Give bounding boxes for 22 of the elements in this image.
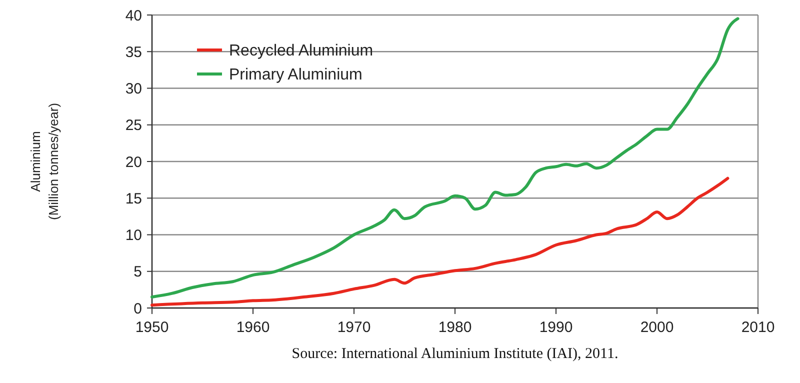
x-tick-label: 1980: [438, 319, 472, 336]
y-tick-label: 30: [125, 80, 142, 98]
y-tick-label: 35: [125, 44, 142, 61]
y-tick-label: 5: [134, 264, 142, 281]
legend-label: Primary Aluminium: [229, 66, 362, 84]
y-tick-label: 10: [125, 227, 142, 244]
y-axis-title: Aluminium (Million tonnes/year): [28, 102, 61, 220]
y-tick-label: 40: [125, 7, 142, 24]
x-tick-label: 2000: [640, 319, 674, 336]
legend-label: Recycled Aluminium: [229, 42, 374, 60]
x-tick-label: 2010: [741, 319, 775, 336]
x-tick-label: 1950: [135, 319, 169, 336]
x-tick-label: 1990: [539, 319, 573, 336]
y-tick-label: 15: [125, 190, 142, 208]
y-tick-label: 0: [134, 300, 142, 318]
line-series: [150, 17, 740, 299]
y-tick-label: 20: [125, 154, 142, 171]
x-tick-label: 1960: [236, 319, 270, 336]
x-tick-label: 1970: [337, 319, 371, 336]
line-series: [150, 176, 730, 307]
source-note: Source: International Aluminium Institute (IAI), 2011.: [292, 346, 618, 362]
y-tick-label: 25: [125, 117, 142, 134]
